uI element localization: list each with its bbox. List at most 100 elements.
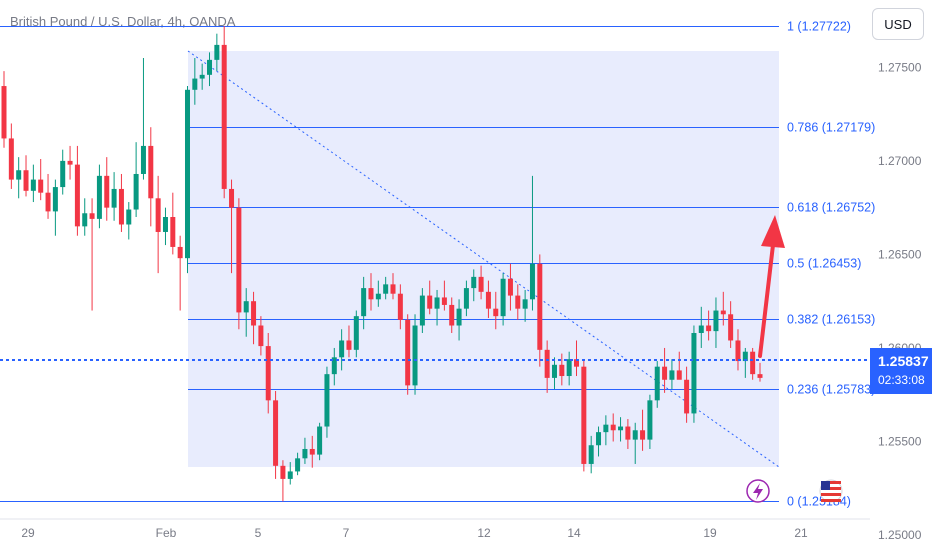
candle bbox=[361, 276, 367, 330]
candle bbox=[45, 173, 51, 219]
candle bbox=[192, 57, 198, 105]
candle bbox=[111, 172, 117, 221]
symbol-title: British Pound / U.S. Dollar, 4h, OANDA bbox=[10, 14, 236, 29]
candle bbox=[302, 437, 308, 464]
candle bbox=[551, 357, 557, 390]
candle bbox=[441, 280, 447, 311]
candle bbox=[515, 284, 521, 320]
price-tick-label: 1.25500 bbox=[878, 434, 922, 448]
candle bbox=[317, 422, 323, 461]
time-tick-label: 5 bbox=[255, 526, 262, 540]
candle bbox=[750, 347, 756, 380]
time-tick-label: 12 bbox=[477, 526, 491, 540]
candle bbox=[258, 316, 264, 356]
time-tick-label: Feb bbox=[156, 526, 177, 540]
fib-level-label: 0 (1.25184) bbox=[787, 495, 851, 509]
candle bbox=[133, 142, 139, 218]
candle bbox=[471, 269, 477, 302]
time-tick-label: 29 bbox=[21, 526, 35, 540]
candle bbox=[596, 426, 602, 457]
candle bbox=[728, 301, 734, 348]
candle bbox=[654, 361, 660, 408]
candle bbox=[507, 263, 513, 311]
price-axis[interactable]: 1.275001.270001.265001.260001.255001.250… bbox=[878, 60, 922, 542]
candle bbox=[199, 63, 205, 90]
lightning-event-icon[interactable] bbox=[746, 479, 770, 503]
candle bbox=[23, 155, 29, 197]
candle bbox=[566, 351, 572, 386]
candle bbox=[485, 280, 491, 319]
candle bbox=[1, 71, 7, 148]
candle bbox=[118, 173, 124, 232]
candle bbox=[170, 192, 176, 255]
candle bbox=[295, 452, 301, 476]
price-tick-label: 1.26500 bbox=[878, 247, 922, 261]
candle bbox=[214, 33, 220, 72]
price-tick-label: 1.27000 bbox=[878, 154, 922, 168]
candle bbox=[52, 179, 58, 236]
current-price-value: 1.25837 bbox=[878, 353, 929, 369]
candle bbox=[155, 175, 161, 274]
candle bbox=[273, 390, 279, 479]
candle bbox=[375, 280, 381, 307]
candle bbox=[544, 340, 550, 393]
candle bbox=[38, 159, 44, 201]
bar-countdown: 02:33:08 bbox=[878, 373, 925, 387]
candle bbox=[456, 299, 462, 341]
candle bbox=[265, 332, 271, 414]
time-axis[interactable]: 29 Feb 5 7 12 14 19 21 bbox=[21, 526, 808, 540]
candle bbox=[691, 325, 697, 423]
candle bbox=[368, 273, 374, 311]
candle bbox=[559, 353, 565, 386]
time-tick-label: 21 bbox=[794, 526, 808, 540]
candle bbox=[8, 123, 14, 189]
fib-level-label: 0.236 (1.25783) bbox=[787, 383, 875, 397]
fib-level-label: 0.5 (1.26453) bbox=[787, 257, 861, 271]
candle bbox=[346, 325, 352, 358]
candle bbox=[104, 157, 110, 221]
candle bbox=[537, 254, 543, 367]
candle bbox=[207, 52, 213, 87]
fib-level-label: 0.786 (1.27179) bbox=[787, 121, 875, 135]
candle bbox=[82, 198, 88, 236]
candle bbox=[581, 359, 587, 472]
candle bbox=[30, 164, 36, 203]
candle bbox=[412, 314, 418, 395]
candle bbox=[676, 351, 682, 380]
candle bbox=[706, 310, 712, 341]
price-tick-label: 1.25000 bbox=[878, 528, 922, 542]
candle bbox=[610, 413, 616, 442]
candle bbox=[74, 145, 80, 236]
candle bbox=[662, 347, 668, 393]
candle bbox=[419, 288, 425, 333]
candle bbox=[67, 145, 73, 180]
candle bbox=[229, 179, 235, 274]
candle bbox=[625, 419, 631, 449]
candle bbox=[603, 415, 609, 446]
candle bbox=[390, 273, 396, 300]
fib-level-label: 0.618 (1.26752) bbox=[787, 201, 875, 215]
candle bbox=[500, 273, 506, 326]
candle bbox=[698, 306, 704, 348]
candle bbox=[236, 198, 242, 330]
projection-arrow bbox=[758, 215, 785, 358]
candle bbox=[449, 297, 455, 333]
candle bbox=[309, 435, 315, 468]
candle bbox=[397, 284, 403, 330]
fib-level-label: 0.382 (1.26153) bbox=[787, 313, 875, 327]
us-flag-event-icon[interactable] bbox=[819, 479, 843, 503]
candle bbox=[618, 417, 624, 442]
candle bbox=[162, 207, 168, 246]
currency-selector-button[interactable]: USD bbox=[872, 8, 924, 40]
candle bbox=[60, 149, 66, 195]
candle bbox=[640, 409, 646, 451]
candle bbox=[140, 57, 146, 180]
candlestick-series bbox=[1, 26, 763, 502]
time-tick-label: 19 bbox=[703, 526, 717, 540]
candle bbox=[720, 291, 726, 326]
candle bbox=[221, 26, 227, 199]
fib-trend-line bbox=[187, 50, 780, 468]
candle bbox=[713, 297, 719, 348]
current-price-badge: 1.25837 02:33:08 bbox=[870, 348, 932, 394]
